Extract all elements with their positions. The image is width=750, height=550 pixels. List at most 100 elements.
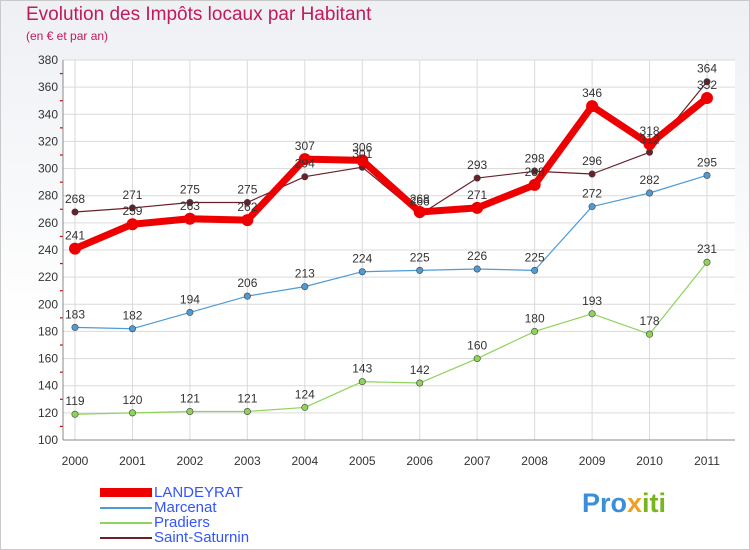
data-label-landeyrat: 263 [180, 199, 200, 213]
data-label-pradiers: 193 [582, 294, 602, 308]
x-tick-label: 2001 [119, 454, 146, 468]
data-label-pradiers: 231 [697, 242, 717, 256]
legend-label-saint-saturnin: Saint-Saturnin [154, 529, 250, 546]
data-point-pradiers [71, 410, 79, 418]
data-point-pradiers [301, 403, 309, 411]
data-label-marcenat: 182 [122, 309, 142, 323]
x-tick-label: 2005 [349, 454, 376, 468]
data-point-saint-saturnin [473, 174, 481, 182]
data-point-marcenat [588, 203, 596, 211]
data-label-saint-saturnin: 271 [122, 188, 142, 202]
data-label-saint-saturnin: 312 [640, 132, 660, 146]
data-point-pradiers [531, 327, 539, 335]
data-label-landeyrat: 259 [122, 204, 142, 218]
y-tick-label: 140 [38, 379, 58, 393]
legend-item-landeyrat[interactable]: LANDEYRAT [100, 484, 243, 501]
data-label-pradiers: 119 [65, 394, 84, 408]
y-tick-label: 120 [38, 406, 58, 420]
legend-item-saint-saturnin[interactable]: Saint-Saturnin [100, 529, 250, 546]
data-label-pradiers: 120 [122, 393, 142, 407]
y-tick-label: 260 [38, 216, 58, 230]
data-point-landeyrat [241, 214, 254, 227]
data-point-marcenat [531, 266, 539, 274]
data-point-landeyrat [298, 153, 311, 166]
data-label-landeyrat: 271 [467, 188, 487, 202]
data-label-saint-saturnin: 275 [237, 183, 257, 197]
data-point-pradiers [358, 378, 366, 386]
legend-label-marcenat: Marcenat [154, 499, 217, 516]
line-chart: 100 120 140 160 180 200 220 240 260 280 300 320 340 3… [38, 53, 735, 468]
y-tick-label: 100 [38, 433, 58, 447]
data-label-pradiers: 142 [410, 363, 430, 377]
data-label-pradiers: 121 [180, 392, 200, 406]
series-line-landeyrat [71, 94, 711, 253]
data-point-marcenat [243, 292, 251, 300]
legend-swatch-saint-saturnin [100, 536, 152, 539]
data-label-marcenat: 183 [65, 307, 85, 321]
data-point-saint-saturnin [128, 204, 136, 212]
data-point-landeyrat [586, 100, 599, 113]
data-label-pradiers: 124 [295, 387, 315, 401]
data-point-landeyrat [701, 92, 713, 104]
data-point-saint-saturnin [531, 167, 539, 175]
data-label-pradiers: 160 [467, 339, 487, 353]
data-label-landeyrat: 307 [295, 139, 315, 153]
data-label-landeyrat: 268 [410, 192, 430, 206]
y-tick-label: 300 [38, 162, 58, 176]
x-tick-label: 2010 [636, 454, 663, 468]
data-label-landeyrat: 288 [525, 165, 545, 179]
data-label-saint-saturnin: 266 [410, 195, 430, 209]
legend-swatch-marcenat [100, 506, 152, 509]
x-tick-label: 2009 [579, 454, 606, 468]
data-point-landeyrat [183, 212, 196, 225]
data-label-landeyrat: 352 [697, 78, 717, 92]
y-tick-label: 380 [38, 53, 58, 67]
y-tick-label: 340 [38, 107, 58, 121]
data-point-saint-saturnin [243, 199, 251, 207]
x-tick-label: 2006 [406, 454, 433, 468]
data-label-marcenat: 225 [410, 250, 430, 264]
x-tick-label: 2007 [464, 454, 491, 468]
data-label-landeyrat: 346 [582, 86, 602, 100]
data-point-pradiers [646, 330, 654, 338]
data-point-marcenat [473, 265, 481, 273]
data-label-pradiers: 143 [352, 362, 372, 376]
chart-subtitle: (en € et par an) [26, 29, 109, 43]
legend-item-marcenat[interactable]: Marcenat [100, 499, 217, 516]
y-tick-label: 360 [38, 80, 58, 94]
data-label-pradiers: 121 [237, 392, 257, 406]
x-tick-label: 2000 [62, 454, 89, 468]
data-point-pradiers [473, 355, 481, 363]
data-label-landeyrat: 241 [65, 229, 85, 243]
y-tick-label: 280 [38, 189, 58, 203]
data-label-marcenat: 272 [582, 187, 602, 201]
legend-label-landeyrat: LANDEYRAT [154, 484, 243, 501]
data-point-marcenat [646, 189, 654, 197]
legend-item-pradiers[interactable]: Pradiers [100, 514, 210, 531]
data-label-marcenat: 226 [467, 249, 487, 263]
data-point-landeyrat [413, 206, 426, 218]
data-label-saint-saturnin: 293 [467, 158, 487, 172]
data-label-saint-saturnin: 364 [697, 62, 717, 76]
x-tick-label: 2011 [694, 454, 720, 468]
data-point-marcenat [703, 171, 711, 179]
data-label-pradiers: 178 [640, 314, 660, 328]
data-point-saint-saturnin [71, 208, 79, 216]
data-label-saint-saturnin: 301 [352, 147, 372, 161]
data-point-pradiers [243, 407, 251, 415]
data-label-landeyrat: 262 [237, 200, 257, 214]
legend-swatch-pradiers [100, 521, 152, 524]
y-tick-label: 180 [38, 324, 58, 338]
proxiti-logo: Proxiti [582, 488, 667, 518]
data-point-pradiers [186, 407, 194, 415]
data-point-saint-saturnin [588, 170, 596, 178]
y-tick-label: 320 [38, 134, 58, 148]
data-point-landeyrat [356, 154, 369, 167]
data-point-pradiers [128, 409, 136, 417]
data-point-pradiers [416, 379, 424, 387]
data-label-pradiers: 180 [525, 311, 545, 325]
data-label-saint-saturnin: 298 [525, 151, 545, 165]
data-point-landeyrat [126, 218, 139, 231]
data-point-landeyrat [69, 242, 81, 255]
data-label-landeyrat: 318 [640, 124, 660, 138]
